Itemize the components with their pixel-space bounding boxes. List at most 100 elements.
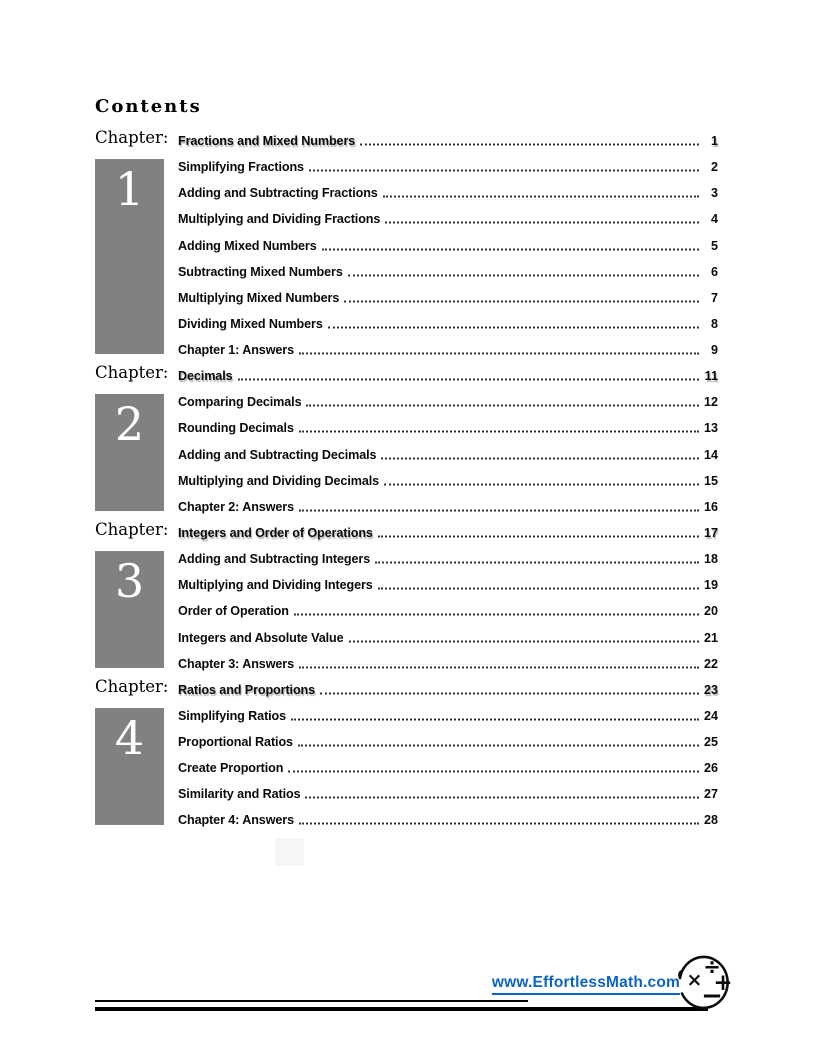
footer-rule-thin	[95, 1000, 528, 1002]
dot-leader	[297, 744, 699, 747]
dot-leader	[288, 770, 699, 773]
dot-leader	[375, 561, 699, 564]
toc-heading-row[interactable]: Fractions and Mixed Numbers 1	[178, 128, 718, 154]
toc-page-number: 2	[710, 160, 718, 175]
dot-leader	[299, 352, 699, 355]
chapter-number: 4	[114, 710, 145, 765]
chapter-number: 3	[114, 554, 145, 609]
toc-page-number: 6	[710, 264, 718, 279]
toc-entry-title: Create Proportion	[178, 761, 284, 776]
toc-page-number: 7	[710, 290, 718, 305]
toc-page-number: 19	[703, 578, 718, 593]
toc-entry-row[interactable]: Multiplying Mixed Numbers 7	[178, 285, 718, 311]
toc-entry-title: Simplifying Fractions	[178, 160, 304, 175]
toc-entry-row[interactable]: Adding and Subtracting Decimals 14	[178, 442, 718, 468]
multiply-icon: ×	[687, 969, 703, 991]
toc-page-number: 5	[710, 238, 718, 253]
toc-page-number: 17	[703, 526, 718, 540]
toc-entry-row[interactable]: Create Proportion 26	[178, 755, 718, 781]
toc-entry-row[interactable]: Rounding Decimals 13	[178, 415, 718, 441]
toc-entry-row[interactable]: Chapter 1: Answers 9	[178, 337, 718, 363]
toc-entry-row[interactable]: Subtracting Mixed Numbers 6	[178, 259, 718, 285]
toc-entry-row[interactable]: Integers and Absolute Value 21	[178, 624, 718, 650]
chapter-number: 1	[114, 162, 145, 217]
page-title: Contents	[95, 96, 202, 117]
toc-page-number: 25	[703, 735, 718, 750]
toc-page-number: 15	[703, 473, 718, 488]
dot-leader	[306, 404, 699, 407]
dot-leader	[384, 483, 699, 486]
toc-entry-row[interactable]: Proportional Ratios 25	[178, 729, 718, 755]
chapter-number: 2	[114, 397, 145, 452]
toc-page-number: 28	[703, 813, 718, 828]
toc-heading-row[interactable]: Integers and Order of Operations 17	[178, 520, 718, 546]
toc-entry-title: Ratios and Proportions	[178, 682, 316, 697]
toc-entry-row[interactable]: Adding and Subtracting Fractions 3	[178, 180, 718, 206]
toc-page-number: 14	[703, 447, 718, 462]
toc-entry-title: Multiplying and Dividing Decimals	[178, 473, 380, 488]
effortlessmath-link[interactable]: www.EffortlessMath.com	[491, 974, 680, 995]
toc-page-number: 9	[710, 343, 718, 358]
toc-entry-title: Chapter 3: Answers	[178, 656, 295, 671]
toc-entry-title: Chapter 2: Answers	[178, 499, 295, 514]
toc-entry-title: Adding and Subtracting Fractions	[178, 186, 378, 201]
dot-leader	[237, 378, 699, 381]
divide-icon: ÷	[703, 955, 721, 979]
minus-icon: −	[701, 981, 723, 1011]
chapter-number-box-4: 4	[95, 707, 164, 825]
toc-heading-row[interactable]: Ratios and Proportions 23	[178, 677, 718, 703]
toc-entry-row[interactable]: Dividing Mixed Numbers 8	[178, 311, 718, 337]
chapter-number-box-2: 2	[95, 394, 164, 511]
dot-leader	[348, 640, 699, 643]
toc-entry-title: Chapter 4: Answers	[178, 813, 295, 828]
toc-entry-row[interactable]: Similarity and Ratios 27	[178, 781, 718, 807]
toc-page-number: 16	[703, 499, 718, 514]
toc-page-number: 22	[703, 656, 718, 671]
toc-page-number: 21	[703, 630, 718, 645]
toc-entry-row[interactable]: Adding Mixed Numbers 5	[178, 233, 718, 259]
toc: Chapter: Fractions and Mixed Numbers 1 1 Sim…	[95, 128, 718, 840]
toc-page-number: 8	[710, 316, 718, 331]
toc-entry-row[interactable]: Multiplying and Dividing Decimals 15	[178, 468, 718, 494]
toc-entry-row[interactable]: Simplifying Fractions 2	[178, 154, 718, 180]
dot-leader	[308, 169, 699, 172]
toc-entry-row[interactable]: Multiplying and Dividing Integers 19	[178, 572, 718, 598]
footer-rule-thick	[95, 1006, 708, 1011]
toc-entry-row[interactable]: Adding and Subtracting Integers 18	[178, 546, 718, 572]
toc-entry-row[interactable]: Multiplying and Dividing Fractions 4	[178, 206, 718, 232]
chapter-number-box-3: 3	[95, 551, 164, 668]
dot-leader	[291, 718, 699, 721]
toc-entry-title: Rounding Decimals	[178, 421, 294, 436]
dot-leader	[299, 509, 699, 512]
toc-heading-row[interactable]: Decimals 11	[178, 363, 718, 389]
dot-leader	[344, 300, 699, 303]
chapter-label-4: Chapter:	[95, 676, 169, 696]
chapter-label-2: Chapter:	[95, 363, 169, 383]
toc-entry-title: Adding and Subtracting Decimals	[178, 447, 377, 462]
toc-page-number: 3	[710, 186, 718, 201]
dot-leader	[381, 457, 699, 460]
toc-page-number: 26	[703, 761, 718, 776]
chapter-number-box-1: 1	[95, 159, 164, 355]
toc-entry-row[interactable]: Chapter 2: Answers 16	[178, 494, 718, 520]
dot-leader	[305, 796, 699, 799]
toc-entry-row[interactable]: Chapter 3: Answers 22	[178, 651, 718, 677]
toc-entry-row[interactable]: Chapter 4: Answers 28	[178, 807, 718, 833]
toc-entry-title: Order of Operation	[178, 604, 289, 619]
toc-entry-title: Similarity and Ratios	[178, 787, 301, 802]
toc-entry-title: Multiplying and Dividing Integers	[178, 578, 373, 593]
toc-page-number: 12	[703, 395, 718, 410]
toc-entry-title: Integers and Order of Operations	[178, 526, 373, 540]
toc-page-number: 24	[703, 708, 718, 723]
dot-leader	[382, 195, 699, 198]
toc-entry-row[interactable]: Order of Operation 20	[178, 598, 718, 624]
shadow-artifact	[275, 838, 304, 866]
toc-entry-row[interactable]: Simplifying Ratios 24	[178, 703, 718, 729]
dot-leader	[299, 666, 699, 669]
chapter-label-1: Chapter:	[95, 128, 169, 147]
toc-entry-title: Fractions and Mixed Numbers	[178, 134, 356, 149]
toc-entry-row[interactable]: Comparing Decimals 12	[178, 389, 718, 415]
toc-entry-title: Chapter 1: Answers	[178, 343, 295, 358]
dot-leader	[298, 430, 699, 433]
